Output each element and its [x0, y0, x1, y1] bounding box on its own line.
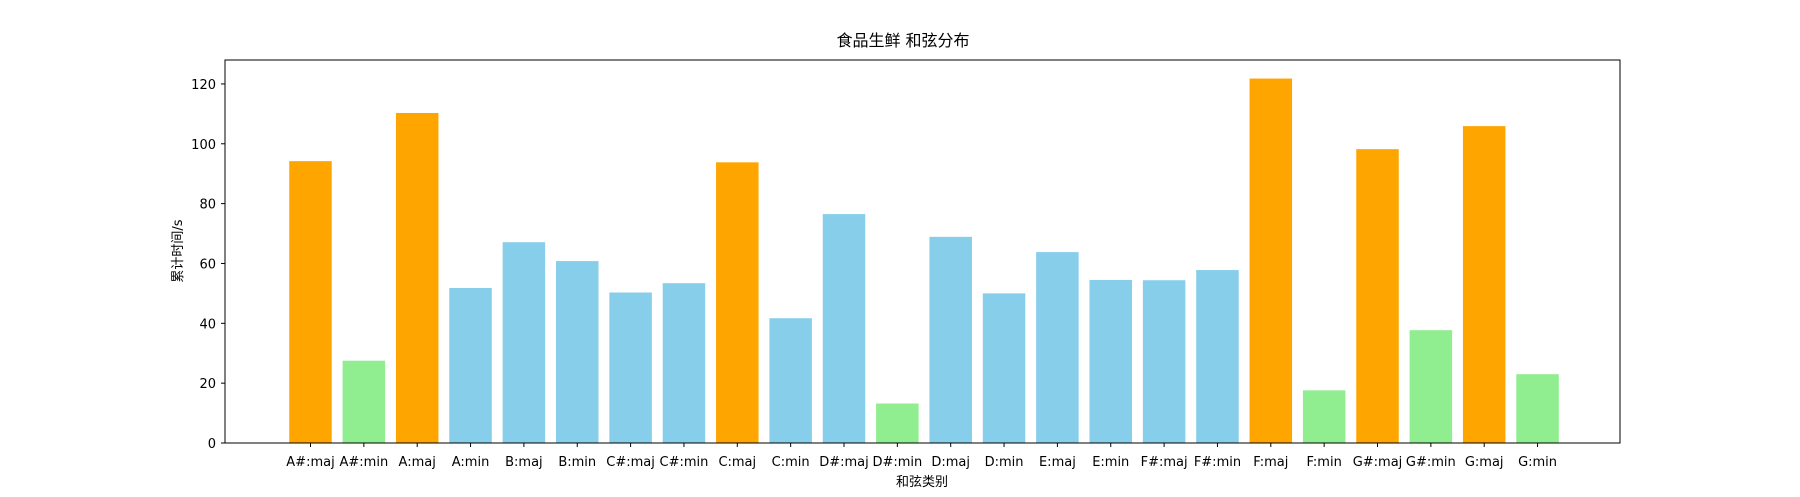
x-tick-label: E:min: [1092, 455, 1129, 470]
bar-f-min: [1302, 390, 1346, 443]
x-tick-label: E:maj: [1039, 455, 1076, 470]
y-tick-label: 20: [199, 377, 216, 392]
x-tick-label: F:min: [1306, 455, 1341, 470]
bar-a-maj: [395, 112, 439, 444]
bar-e-maj: [1036, 252, 1079, 443]
x-tick-label: G:maj: [1465, 455, 1504, 470]
x-tick-label: A#:min: [340, 455, 389, 470]
x-tick-label: F:maj: [1253, 455, 1288, 470]
x-tick-label: B:maj: [505, 455, 543, 470]
y-tick-label: 100: [191, 138, 216, 153]
x-tick-label: D:maj: [931, 455, 970, 470]
x-tick-label: C#:maj: [606, 455, 655, 470]
bar-b-min: [556, 261, 599, 443]
bar-fsharp-min: [1196, 270, 1239, 443]
bar-fsharp-maj: [1142, 280, 1186, 443]
bar-csharp-min: [662, 283, 706, 443]
plot-area-frame: [224, 59, 1621, 444]
bar-dsharp-maj: [822, 214, 866, 443]
x-tick-label: F#:min: [1194, 455, 1241, 470]
bar-gsharp-maj: [1356, 149, 1399, 444]
y-tick-label: 120: [191, 78, 216, 93]
bar-d-maj: [929, 236, 972, 443]
y-tick-label: 0: [208, 437, 216, 452]
x-tick-label: C:maj: [718, 455, 756, 470]
bar-c-min: [769, 318, 812, 443]
bar-b-maj: [502, 242, 546, 443]
x-tick-label: C:min: [772, 455, 810, 470]
x-axis-label: 和弦类别: [896, 474, 948, 490]
x-tick-label: D#:maj: [819, 455, 869, 470]
x-tick-label: A:maj: [399, 455, 436, 470]
x-tick-label: B:min: [558, 455, 596, 470]
bar-csharp-maj: [609, 292, 652, 443]
bar-e-min: [1089, 279, 1132, 443]
x-tick-label: G#:maj: [1353, 455, 1403, 470]
x-tick-label: F#:maj: [1141, 455, 1188, 470]
bars-group: [289, 78, 1559, 444]
bar-gsharp-min: [1409, 330, 1453, 443]
x-tick-label: D#:min: [872, 455, 922, 470]
bar-asharp-min: [342, 360, 386, 443]
bar-f-maj: [1249, 78, 1293, 444]
y-axis-label: 累计时间/s: [171, 219, 186, 282]
x-tick-label: D:min: [985, 455, 1024, 470]
x-tick-label: A#:maj: [286, 455, 334, 470]
y-tick-label: 80: [199, 198, 216, 213]
bar-d-min: [982, 293, 1026, 443]
x-tick-label: C#:min: [660, 455, 709, 470]
chart-title: 食品生鲜 和弦分布: [836, 31, 969, 50]
x-tick-label: G:min: [1518, 455, 1557, 470]
bar-asharp-maj: [289, 161, 332, 443]
y-tick-label: 40: [199, 317, 216, 332]
x-axis: A#:maj A#:min A:maj A:min B:maj B:min C#:maj C#…: [286, 443, 1557, 470]
bar-g-maj: [1462, 126, 1506, 443]
y-axis: 0 20 40 60 80 100 120: [191, 78, 225, 452]
bar-dsharp-min: [876, 403, 919, 443]
bar-g-min: [1516, 374, 1559, 443]
x-tick-label: G#:min: [1406, 455, 1456, 470]
y-tick-label: 60: [199, 257, 216, 272]
x-tick-label: A:min: [452, 455, 490, 470]
bar-c-maj: [716, 162, 759, 443]
bar-a-min: [449, 288, 492, 443]
